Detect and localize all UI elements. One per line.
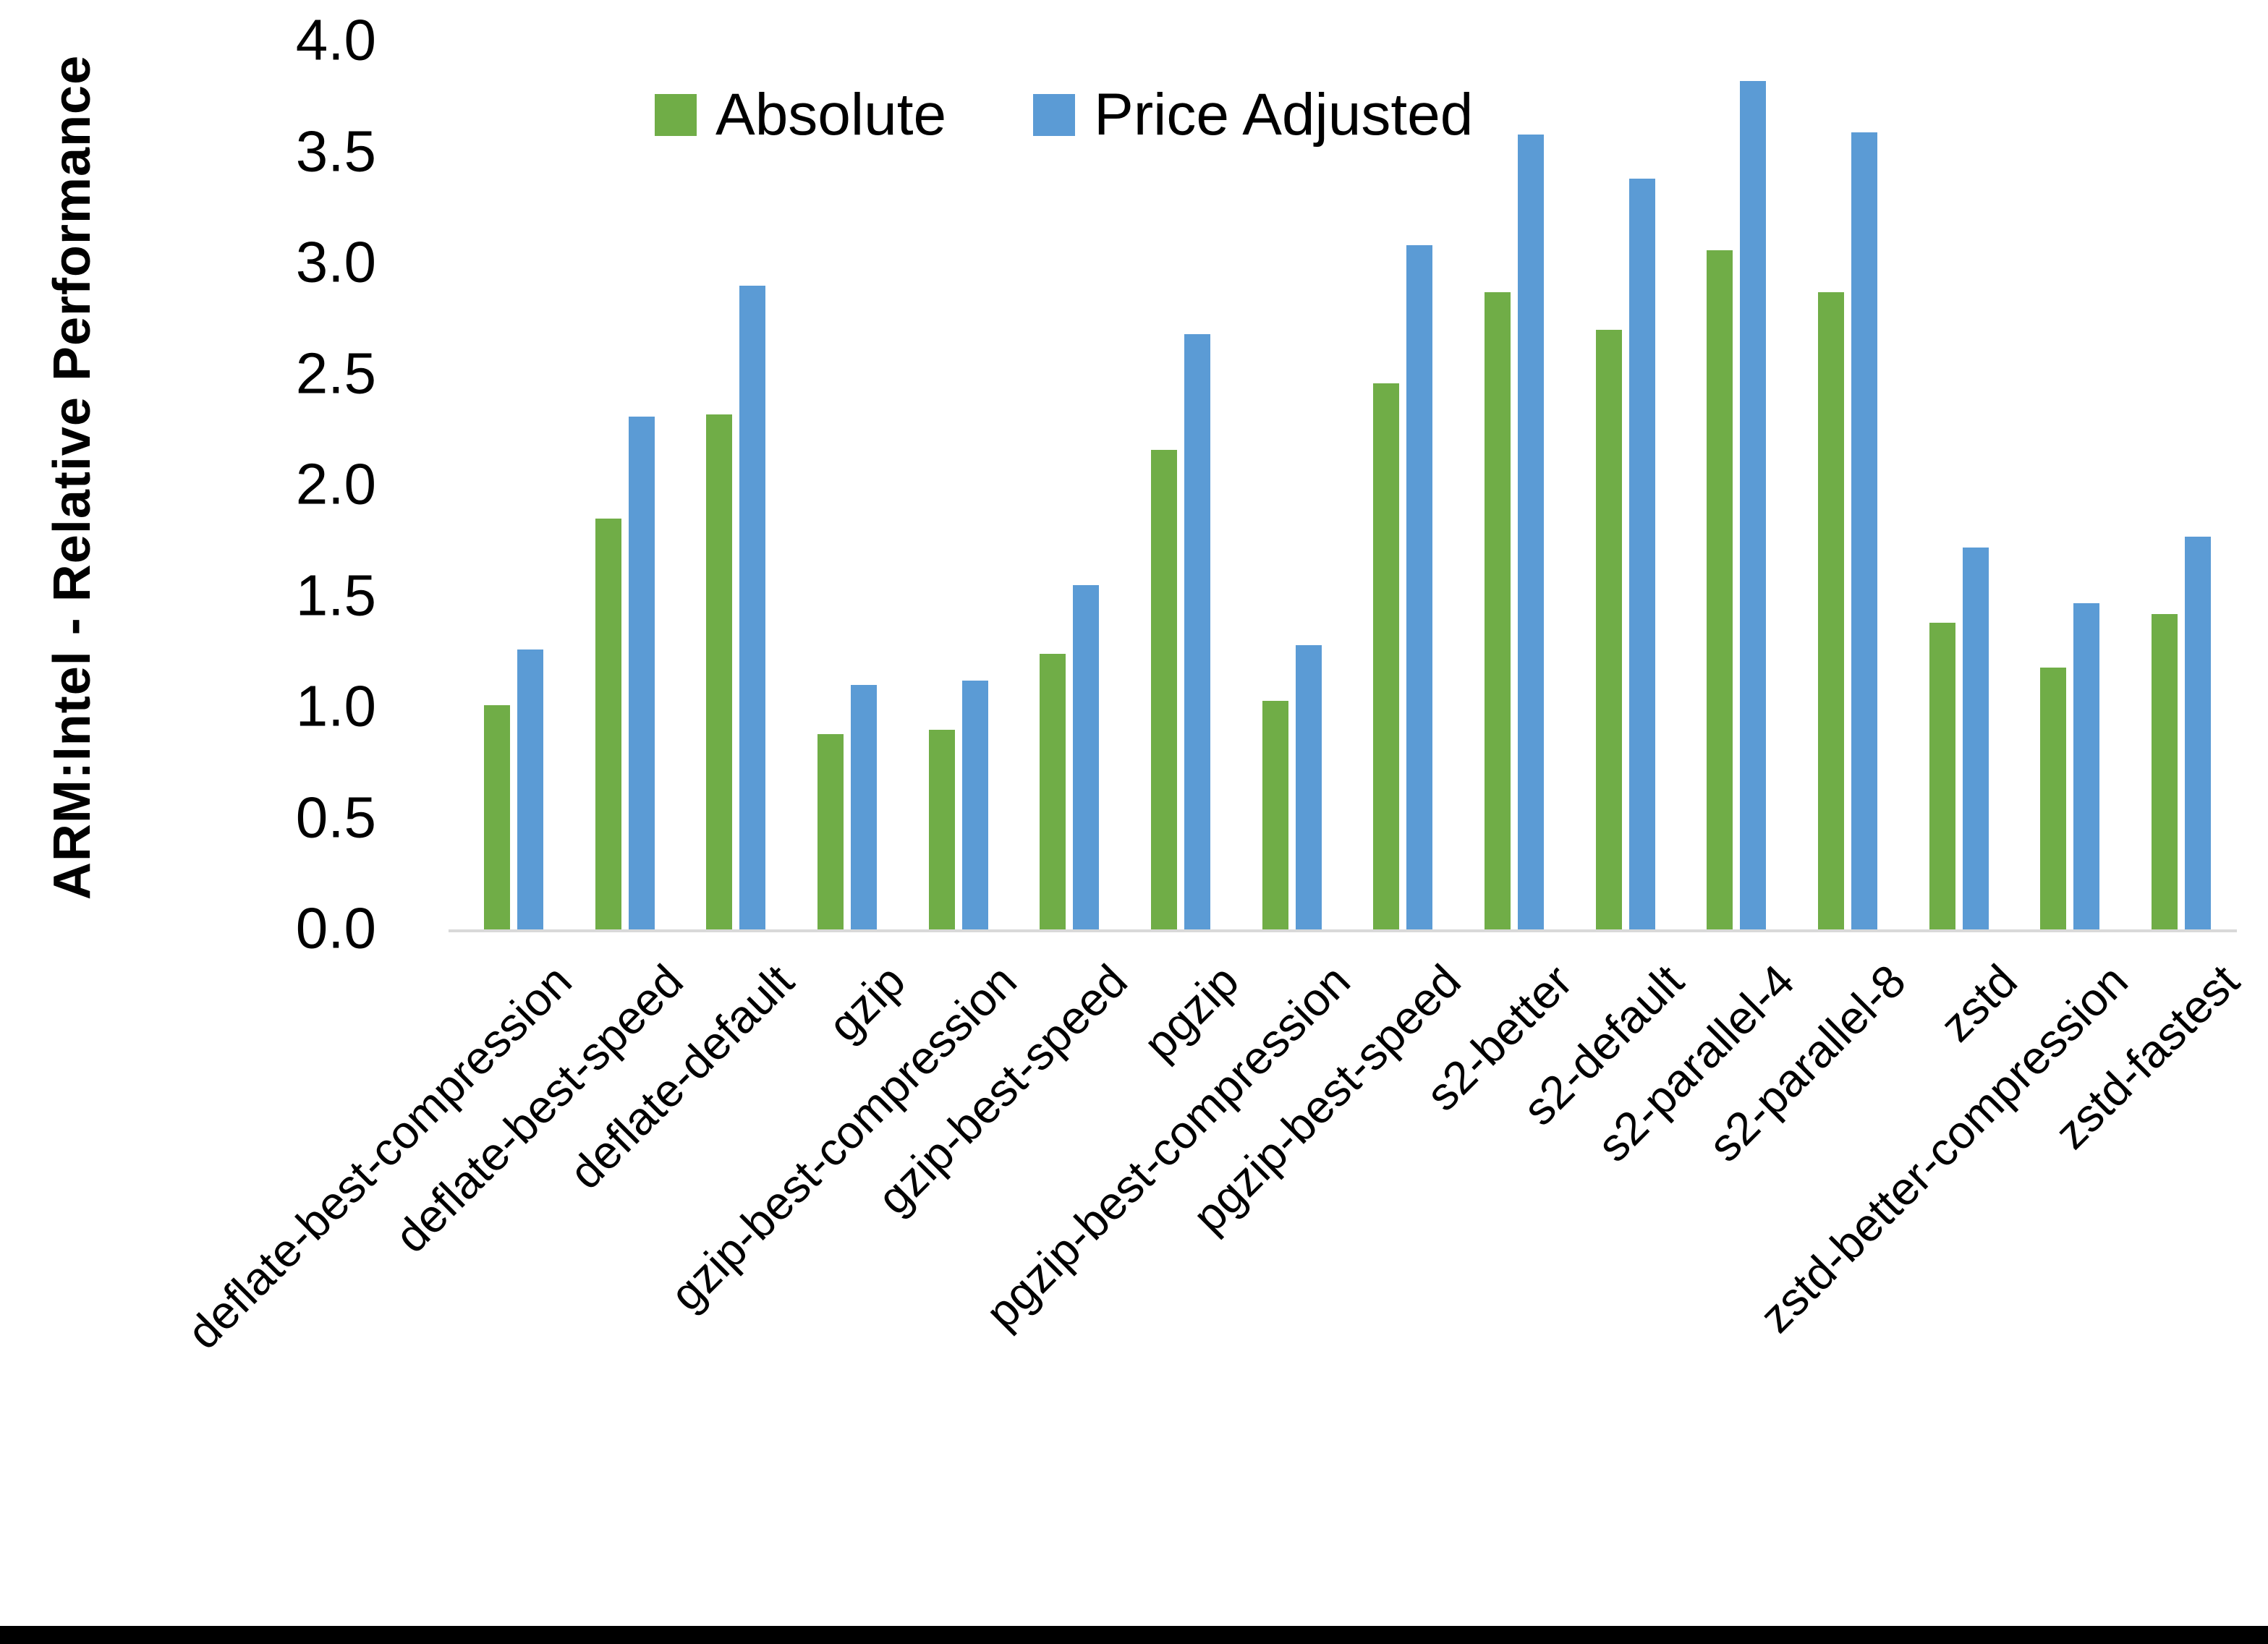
y-tick-label: 0.0 (295, 895, 376, 961)
y-tick-label: 1.0 (295, 673, 376, 738)
y-tick-label: 3.5 (295, 118, 376, 183)
bar-zstd-better-compression-price-adjusted (2073, 603, 2099, 929)
bar-deflate-default-absolute (706, 414, 732, 929)
bar-s2-better-price-adjusted (1518, 135, 1544, 929)
legend-label-absolute: Absolute (715, 82, 947, 148)
bar-gzip-absolute (817, 734, 844, 929)
bar-gzip-price-adjusted (851, 685, 877, 929)
bar-deflate-best-compression-absolute (484, 705, 510, 929)
bar-gzip-best-speed-price-adjusted (1073, 585, 1099, 929)
bar-zstd-absolute (1929, 623, 1955, 929)
bar-s2-parallel-8-absolute (1818, 292, 1844, 929)
bar-pgzip-absolute (1151, 450, 1177, 929)
bar-s2-parallel-8-price-adjusted (1851, 132, 1877, 929)
legend-swatch-absolute-icon (655, 94, 697, 136)
bar-pgzip-best-compression-absolute (1262, 701, 1288, 929)
legend-item-absolute: Absolute (655, 85, 946, 145)
y-tick-label: 2.5 (295, 340, 376, 405)
legend-item-price-adjusted: Price Adjusted (1033, 85, 1473, 145)
y-tick-label: 4.0 (295, 7, 376, 72)
bar-zstd-better-compression-absolute (2040, 668, 2066, 929)
bar-pgzip-best-speed-price-adjusted (1406, 245, 1432, 929)
bar-deflate-best-speed-absolute (595, 519, 621, 929)
y-tick-label: 2.0 (295, 451, 376, 516)
bar-s2-parallel-4-absolute (1707, 250, 1733, 929)
bar-deflate-default-price-adjusted (739, 286, 765, 929)
legend: Absolute Price Adjusted (655, 85, 1473, 145)
bar-s2-default-price-adjusted (1629, 179, 1655, 929)
bar-s2-parallel-4-price-adjusted (1740, 81, 1766, 929)
bar-deflate-best-speed-price-adjusted (629, 417, 655, 929)
bar-s2-default-absolute (1596, 330, 1622, 929)
bar-deflate-best-compression-price-adjusted (517, 649, 543, 929)
bar-gzip-best-compression-price-adjusted (962, 681, 988, 929)
bar-zstd-fastest-absolute (2152, 614, 2178, 929)
y-tick-label: 3.0 (295, 229, 376, 294)
bar-gzip-best-speed-absolute (1040, 654, 1066, 929)
legend-swatch-price-adjusted-icon (1033, 94, 1076, 136)
legend-label-price-adjusted: Price Adjusted (1094, 82, 1474, 148)
x-axis-line (449, 929, 2237, 932)
bar-gzip-best-compression-absolute (929, 730, 955, 929)
bar-zstd-fastest-price-adjusted (2185, 537, 2211, 929)
y-tick-label: 1.5 (295, 562, 376, 627)
y-axis-title: ARM:Intel - Relative Performance (43, 54, 101, 900)
bar-pgzip-best-compression-price-adjusted (1296, 645, 1322, 929)
y-tick-label: 0.5 (295, 784, 376, 849)
bar-s2-better-absolute (1485, 292, 1511, 929)
bar-pgzip-best-speed-absolute (1373, 383, 1399, 929)
bar-pgzip-price-adjusted (1184, 334, 1210, 929)
bottom-black-bar (0, 1626, 2268, 1644)
bar-zstd-price-adjusted (1963, 548, 1989, 929)
